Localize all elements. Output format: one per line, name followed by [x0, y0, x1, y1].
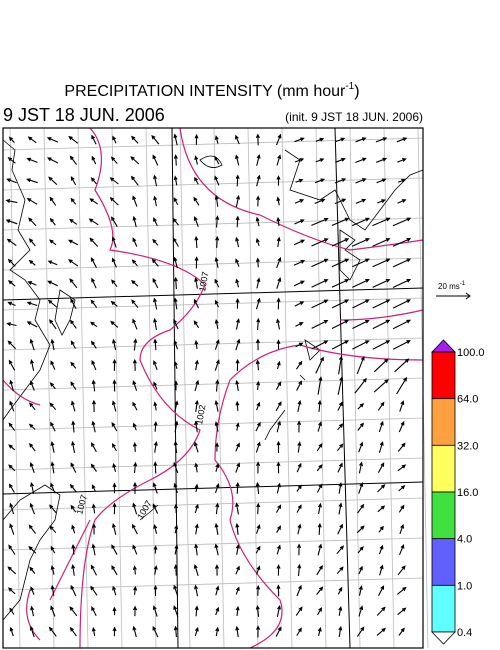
grid-line: [145, 127, 157, 649]
colorbar-segment: [431, 491, 456, 540]
colorbar-label: 4.0: [457, 534, 472, 546]
colorbar-label: 32.0: [457, 440, 478, 452]
colorbar-segment: [431, 351, 456, 400]
grid-140e: [334, 127, 351, 649]
grid-line: [247, 127, 259, 649]
lake: [199, 155, 223, 168]
colorbar-label: 0.4: [457, 627, 472, 639]
valid-time: 9 JST 18 JUN. 2006: [3, 105, 165, 125]
vector-scale-text: 20 ms: [438, 282, 460, 291]
init-time: (init. 9 JST 18 JUN. 2006): [285, 110, 423, 124]
map-frame: [2, 127, 424, 649]
grid-line: [2, 377, 424, 391]
isobar: [79, 127, 206, 649]
grid-line: [77, 127, 89, 649]
coast-china: [2, 139, 51, 421]
isobar: [49, 519, 91, 601]
grid-line: [2, 337, 424, 351]
map: 1007 1002 1007 1007: [2, 127, 429, 649]
colorbar-label: 1.0: [457, 580, 472, 592]
grid-line: [383, 127, 395, 649]
colorbar-segment: [431, 584, 456, 633]
vector-scale-label: 20 ms-1: [438, 281, 466, 291]
vector-scale: 20 ms-1: [436, 281, 471, 300]
grid-line: [2, 217, 424, 231]
colorbar-label: 16.0: [457, 487, 478, 499]
isobars: [2, 127, 424, 649]
vector-scale-superscript: -1: [460, 281, 466, 287]
coast-japan: [339, 229, 361, 281]
grid-line: [281, 127, 293, 649]
grid-line: [9, 127, 21, 649]
grid-line: [2, 137, 424, 151]
title: PRECIPITATION INTENSITY (mm hour-1): [64, 81, 359, 100]
title-superscript: -1: [345, 81, 354, 92]
title-close: ): [354, 83, 359, 100]
contour-label: 1002: [194, 404, 207, 425]
coast-korea: [54, 289, 76, 336]
wind-vectors: [5, 133, 412, 638]
colorbar-label: 100.0: [457, 347, 485, 359]
isobar: [179, 127, 424, 251]
coast-taiwan: [2, 484, 61, 621]
grid-line: [213, 127, 225, 649]
grid-line: [2, 257, 424, 271]
grid-line: [111, 127, 123, 649]
colorbar-segment: [431, 398, 456, 446]
grid-line: [2, 417, 424, 431]
grid-line: [315, 127, 327, 649]
grid-line: [43, 127, 55, 649]
colorbar-cap: [431, 339, 456, 353]
coast-islands: [264, 339, 321, 441]
colorbar-segment: [431, 444, 456, 493]
isobar: [26, 589, 41, 641]
isobar: [2, 379, 41, 406]
colorbar-label: 64.0: [457, 394, 478, 406]
coast-japan-north: [284, 149, 424, 231]
isobar: [339, 309, 424, 321]
isobar: [214, 344, 424, 649]
grid-30n: [2, 481, 424, 495]
vector-scale-arrow: [436, 292, 471, 300]
grid-130e: [171, 127, 179, 649]
grid-line: [2, 177, 424, 191]
title-text: PRECIPITATION INTENSITY (mm hour: [64, 83, 346, 100]
contour-label: 1007: [197, 271, 210, 292]
colorbar-cap: [431, 631, 456, 645]
colorbar: 100.0 64.0 32.0 16.0 4.0 1.0 0.4: [431, 339, 485, 645]
grid-line: [349, 127, 361, 649]
grid-line: [179, 127, 191, 649]
coastline: [2, 139, 424, 621]
colorbar-segment: [431, 538, 456, 586]
major-grid: [2, 127, 424, 649]
grid-40n: [2, 287, 424, 301]
